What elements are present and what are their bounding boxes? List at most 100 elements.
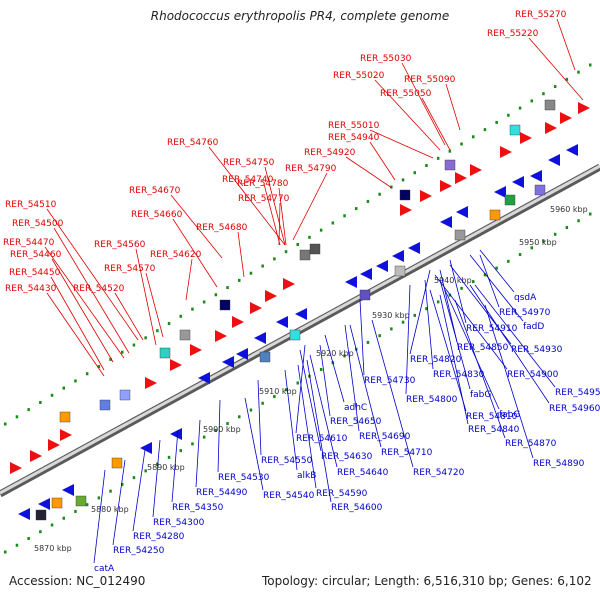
gene-label-forward: RER_54520 [73, 284, 125, 294]
tick-mark-upper [238, 278, 241, 282]
tick-mark-upper [331, 221, 335, 225]
forward-gene-arrow [560, 112, 572, 124]
leader-line-reverse [295, 344, 306, 434]
gene-label-forward: RER_54570 [104, 264, 156, 274]
gene-label-forward: RER_54430 [5, 284, 57, 294]
tick-mark-lower [413, 313, 416, 317]
tick-mark-lower [518, 253, 522, 257]
gene-label-reverse: RER_54970 [499, 308, 551, 318]
gene-label-reverse: alkB [297, 471, 316, 481]
leader-line-reverse [217, 399, 221, 473]
gene-label-reverse: RER_54730 [364, 376, 416, 386]
tick-mark-lower [15, 543, 19, 547]
tick-mark-lower [296, 381, 299, 385]
tick-mark-lower [249, 408, 253, 412]
leader-line-reverse [195, 419, 201, 488]
gene-label-forward: RER_54450 [9, 268, 61, 278]
leader-line-reverse [324, 334, 345, 403]
tick-mark-upper [378, 192, 381, 196]
tick-mark-lower [483, 273, 487, 277]
forward-gene-arrow [578, 102, 590, 114]
leader-line-forward [237, 231, 245, 278]
scale-label: 5930 kbp [372, 311, 410, 320]
tick-mark-lower [390, 327, 393, 331]
leader-line-reverse [449, 259, 467, 324]
gene-label-reverse: fabG [470, 390, 491, 400]
gene-label-reverse: fabG [499, 410, 520, 420]
tick-mark-upper [156, 329, 159, 333]
tick-mark-lower [542, 239, 545, 243]
forward-gene-arrow [283, 278, 295, 290]
leader-line-reverse [479, 254, 500, 308]
reverse-gene-arrow [236, 348, 248, 360]
gene-label-reverse: catA [94, 564, 115, 574]
leader-line-reverse [454, 299, 506, 439]
tick-mark-lower [97, 496, 101, 500]
tick-mark-lower [366, 340, 370, 344]
gene-label-forward: RER_55220 [487, 29, 539, 39]
tick-mark-upper [425, 164, 428, 168]
leader-line-reverse [319, 344, 331, 417]
tick-mark-upper [97, 365, 101, 369]
leader-line-forward [114, 292, 144, 341]
tick-mark-upper [483, 128, 487, 132]
leader-line-reverse [479, 249, 515, 293]
gene-block-lower [51, 497, 63, 509]
scale-label: 5910 kbp [259, 387, 297, 396]
leader-line-reverse [344, 324, 360, 432]
tick-mark-upper [74, 379, 77, 383]
tick-mark-lower [273, 395, 276, 399]
leader-line-reverse [371, 319, 414, 468]
gene-block-lower [534, 184, 546, 196]
gene-label-reverse: RER_54950 [555, 388, 600, 398]
tick-mark-upper [507, 113, 510, 117]
gene-label-reverse: RER_54870 [505, 439, 557, 449]
tick-mark-lower [448, 293, 452, 297]
tick-mark-upper [436, 156, 440, 160]
leader-line-reverse [284, 369, 298, 471]
gene-label-reverse: RER_54710 [381, 448, 433, 458]
gene-label-reverse: RER_54720 [413, 468, 465, 478]
forward-gene-arrow [520, 132, 532, 144]
gene-label-reverse: RER_54350 [172, 503, 224, 513]
forward-gene-arrow [48, 439, 60, 451]
gene-block-upper [219, 299, 231, 311]
tick-mark-upper [85, 372, 89, 376]
forward-gene-arrow [455, 172, 467, 184]
scale-label: 5950 kbp [519, 238, 557, 247]
gene-label-reverse: RER_54900 [507, 370, 559, 380]
gene-label-reverse: RER_54810 [466, 412, 518, 422]
tick-mark-upper [366, 199, 370, 203]
leader-line-reverse [434, 274, 508, 370]
reverse-gene-arrow [18, 508, 30, 520]
gene-label-reverse: RER_54630 [321, 452, 373, 462]
leader-line-reverse [359, 299, 365, 376]
leader-line-forward [172, 218, 218, 288]
gene-block-upper [99, 399, 111, 411]
leader-line-reverse [152, 439, 161, 518]
gene-label-forward: RER_54510 [5, 200, 57, 210]
reverse-gene-arrow [62, 484, 74, 496]
leader-line-reverse [429, 289, 467, 412]
gene-label-reverse: RER_54490 [196, 488, 248, 498]
tick-mark-upper [179, 314, 182, 318]
gene-label-reverse: RER_54930 [511, 345, 563, 355]
tick-mark-upper [589, 63, 592, 67]
gene-block-lower [75, 495, 87, 507]
tick-mark-upper [553, 85, 557, 89]
tick-mark-upper [167, 321, 171, 325]
tick-mark-lower [284, 388, 288, 392]
leader-line-reverse [112, 459, 126, 546]
tick-mark-upper [565, 77, 569, 81]
tick-mark-upper [542, 92, 545, 96]
gene-label-reverse: RER_54690 [359, 432, 411, 442]
gene-block-lower [489, 209, 501, 221]
tick-mark-lower [436, 300, 440, 304]
gene-label-forward: RER_54460 [10, 250, 62, 260]
gene-block-upper [119, 389, 131, 401]
forward-gene-arrow [145, 377, 157, 389]
gene-label-reverse: RER_54280 [133, 532, 185, 542]
gene-block-upper [159, 347, 171, 359]
reverse-gene-arrow [566, 144, 578, 156]
leader-line-reverse [474, 284, 556, 388]
